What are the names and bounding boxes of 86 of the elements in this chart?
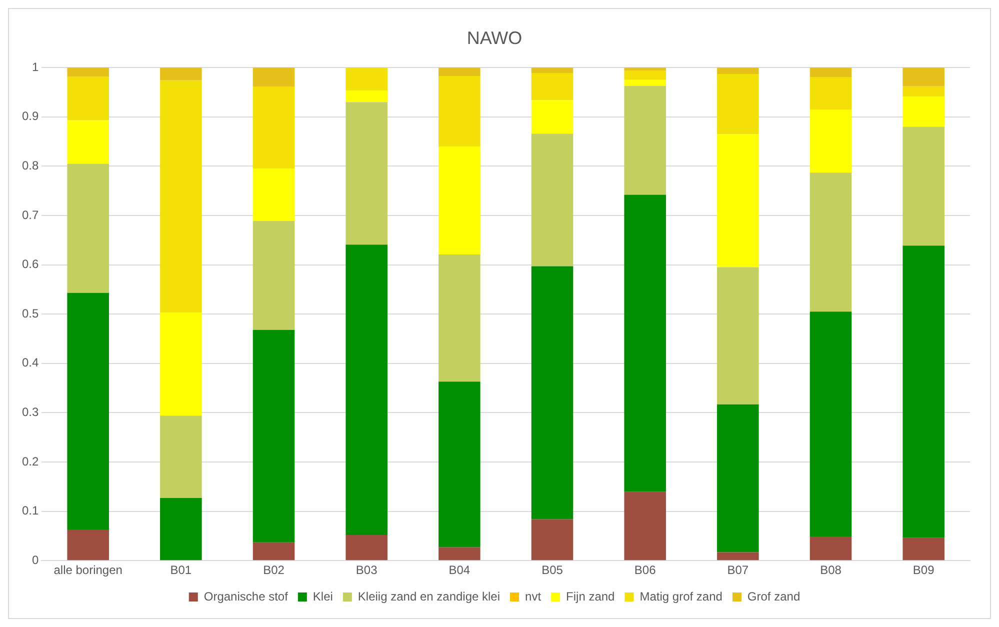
bar bbox=[438, 76, 480, 146]
bar bbox=[346, 534, 388, 560]
bar bbox=[67, 76, 109, 120]
bar bbox=[252, 542, 295, 560]
x-tick-label: B07 bbox=[727, 563, 749, 578]
legend-label: Fijn zand bbox=[566, 589, 615, 604]
chart-title: NAWO bbox=[466, 28, 522, 48]
bar bbox=[531, 68, 574, 74]
y-tick-label: 0.2 bbox=[22, 454, 39, 468]
x-tick-label: B01 bbox=[170, 563, 192, 578]
bar bbox=[531, 134, 574, 266]
bar bbox=[531, 266, 574, 520]
bar bbox=[717, 134, 759, 268]
bar bbox=[717, 74, 759, 134]
bar bbox=[810, 312, 852, 536]
bar bbox=[252, 68, 295, 87]
legend-label: Kleiig zand en zandige klei bbox=[358, 589, 500, 604]
bar bbox=[902, 96, 944, 127]
x-tick-label: B06 bbox=[634, 563, 656, 578]
bar bbox=[67, 68, 109, 76]
bar bbox=[346, 244, 388, 535]
x-tick-label: B09 bbox=[912, 563, 935, 578]
bar bbox=[160, 416, 202, 498]
bar bbox=[438, 547, 480, 560]
bar bbox=[252, 168, 295, 221]
bar bbox=[624, 86, 666, 195]
bar bbox=[67, 164, 109, 293]
bar bbox=[531, 100, 574, 134]
bar bbox=[531, 519, 574, 560]
bar bbox=[438, 146, 480, 254]
bar bbox=[902, 538, 944, 560]
bar bbox=[810, 76, 852, 110]
bar bbox=[252, 220, 295, 330]
bar bbox=[67, 120, 109, 164]
y-tick-label: 0.4 bbox=[22, 356, 39, 370]
bar bbox=[252, 330, 295, 542]
x-tick-label: alle boringen bbox=[54, 563, 122, 578]
bar bbox=[438, 254, 480, 382]
bar bbox=[438, 382, 480, 548]
y-tick-label: 0.7 bbox=[22, 208, 39, 222]
bar bbox=[160, 80, 202, 313]
bar bbox=[67, 530, 109, 560]
bar bbox=[531, 73, 574, 100]
y-tick-label: 0 bbox=[32, 552, 39, 567]
bar bbox=[902, 86, 944, 97]
bar bbox=[717, 404, 759, 552]
bar bbox=[810, 172, 852, 312]
bar bbox=[717, 267, 759, 404]
y-tick-label: 0.8 bbox=[22, 158, 39, 173]
bar bbox=[67, 292, 109, 530]
bar bbox=[624, 194, 666, 492]
bar bbox=[252, 86, 295, 169]
bar bbox=[902, 126, 944, 246]
bar bbox=[346, 68, 388, 91]
legend-label: Matig grof zand bbox=[640, 589, 722, 604]
legend-label: Grof zand bbox=[747, 589, 800, 604]
bar bbox=[810, 110, 852, 173]
bar bbox=[902, 246, 944, 538]
bar bbox=[160, 312, 202, 416]
bar bbox=[160, 68, 202, 80]
legend-label: Klei bbox=[312, 589, 333, 604]
bar bbox=[717, 68, 759, 74]
bar bbox=[717, 552, 759, 560]
bar bbox=[624, 492, 666, 560]
y-tick-label: 0.6 bbox=[22, 257, 39, 272]
x-tick-label: B05 bbox=[542, 563, 564, 578]
bar bbox=[810, 68, 852, 77]
y-tick-label: 0.1 bbox=[22, 504, 39, 518]
x-tick-label: B02 bbox=[263, 563, 285, 578]
x-tick-label: B04 bbox=[448, 563, 470, 578]
bar bbox=[902, 68, 944, 86]
bar bbox=[810, 536, 852, 560]
bar bbox=[438, 68, 480, 76]
bar bbox=[160, 498, 202, 560]
legend-label: Organische stof bbox=[204, 589, 289, 604]
legend-label: nvt bbox=[525, 589, 542, 604]
y-tick-label: 1 bbox=[32, 60, 39, 74]
bar bbox=[624, 70, 666, 80]
x-tick-label: B03 bbox=[356, 563, 378, 578]
y-tick-label: 0.9 bbox=[22, 109, 39, 124]
y-tick-label: 0.3 bbox=[22, 405, 39, 420]
bar bbox=[346, 90, 388, 102]
y-tick-label: 0.5 bbox=[22, 306, 39, 320]
bar bbox=[346, 102, 388, 245]
x-tick-label: B08 bbox=[820, 563, 842, 578]
bar bbox=[624, 80, 666, 86]
